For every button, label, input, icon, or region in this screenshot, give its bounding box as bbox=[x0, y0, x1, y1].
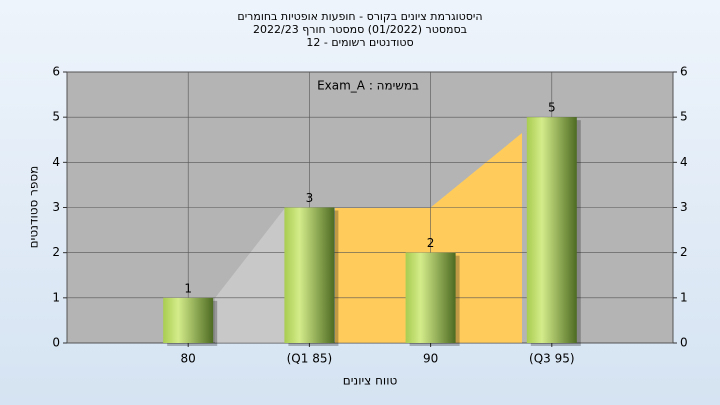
y-axis-label: מספר סטודנטים bbox=[27, 166, 41, 249]
y2-tick-label: 4 bbox=[680, 155, 688, 169]
value-label: 2 bbox=[427, 236, 435, 250]
x-tick-label: (Q1 85) bbox=[287, 352, 333, 366]
y2-tick-label: 0 bbox=[680, 336, 688, 350]
y-tick-label: 3 bbox=[52, 200, 60, 214]
y-tick-label: 0 bbox=[52, 336, 60, 350]
x-tick-label: (Q3 95) bbox=[529, 352, 575, 366]
title-line: סטודנטים רשומים - 12 bbox=[306, 36, 413, 49]
shaded-area bbox=[215, 208, 285, 343]
annotation: במשימה : Exam_A bbox=[317, 79, 419, 93]
value-label: 3 bbox=[306, 191, 314, 205]
y2-tick-label: 6 bbox=[680, 65, 688, 79]
shaded-area bbox=[335, 133, 522, 343]
value-label: 1 bbox=[184, 281, 192, 295]
y-tick-label: 1 bbox=[52, 290, 60, 304]
bar bbox=[526, 117, 577, 344]
x-tick-label: 80 bbox=[181, 352, 196, 366]
title-line: היסטוגרמת ציונים בקורס - חופעות אופטיות … bbox=[237, 10, 482, 23]
bar bbox=[284, 207, 335, 343]
y-tick-label: 2 bbox=[52, 245, 60, 259]
y2-tick-label: 5 bbox=[680, 110, 688, 124]
y-tick-label: 4 bbox=[52, 155, 60, 169]
value-label: 5 bbox=[548, 101, 556, 115]
bar bbox=[405, 252, 456, 343]
title-line: בסמסטר (01/2022) סמסטר חורף 2022/23 bbox=[253, 23, 467, 36]
y2-tick-label: 1 bbox=[680, 290, 688, 304]
y2-tick-label: 2 bbox=[680, 245, 688, 259]
bar bbox=[163, 297, 214, 343]
y-tick-label: 5 bbox=[52, 110, 60, 124]
x-axis-label: טווח ציונים bbox=[343, 374, 398, 388]
x-tick-label: 90 bbox=[423, 352, 438, 366]
y-tick-label: 6 bbox=[52, 65, 60, 79]
y2-tick-label: 3 bbox=[680, 200, 688, 214]
